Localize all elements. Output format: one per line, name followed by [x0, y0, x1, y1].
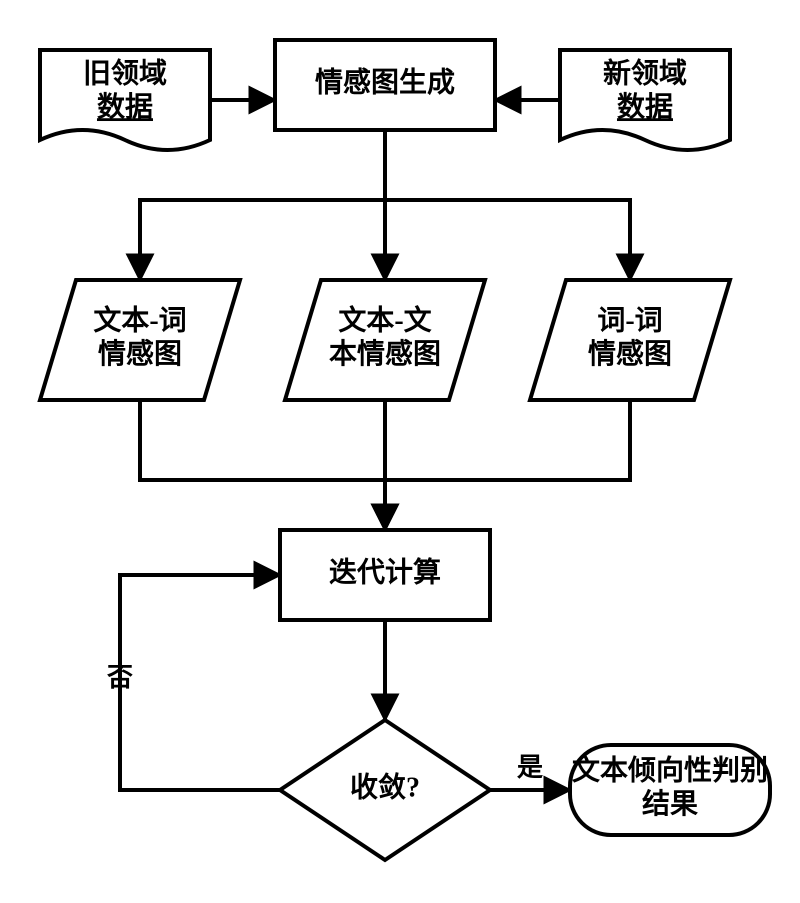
- node-label: 结果: [642, 788, 698, 820]
- node-iterate: 迭代计算: [280, 530, 490, 620]
- node-text-text: 文本-文本情感图: [285, 280, 485, 400]
- node-gen-graph: 情感图生成: [275, 40, 495, 130]
- node-label: 文本倾向性判别: [572, 754, 768, 787]
- node-converge: 收敛?: [280, 720, 490, 860]
- node-label: 数据: [97, 91, 153, 123]
- node-text-word: 文本-词情感图: [40, 280, 240, 400]
- node-label: 数据: [617, 91, 673, 123]
- nodes-layer: 旧领域数据新领域数据情感图生成文本-词情感图文本-文本情感图词-词情感图迭代计算…: [40, 40, 770, 860]
- edge-label: 是: [517, 753, 543, 782]
- node-word-word: 词-词情感图: [530, 280, 730, 400]
- flow-edge: [140, 130, 385, 280]
- node-label: 旧领域: [83, 57, 167, 90]
- node-label: 新领域: [603, 57, 687, 90]
- node-label: 文本-文: [338, 304, 431, 337]
- node-label: 本情感图: [329, 338, 441, 370]
- flow-edge: [385, 130, 630, 280]
- flowchart-canvas: 是否旧领域数据新领域数据情感图生成文本-词情感图文本-文本情感图词-词情感图迭代…: [0, 0, 800, 903]
- node-label: 迭代计算: [329, 555, 441, 588]
- edges-layer: 是否: [107, 100, 630, 790]
- node-label: 词-词: [597, 305, 662, 337]
- node-old-domain: 旧领域数据: [40, 50, 210, 150]
- edge-label: 否: [107, 663, 133, 692]
- node-label: 收敛?: [350, 770, 420, 803]
- node-label: 情感图生成: [315, 66, 455, 98]
- node-label: 情感图: [588, 338, 672, 370]
- node-label: 文本-词: [93, 304, 186, 337]
- flow-edge: [385, 400, 630, 530]
- node-new-domain: 新领域数据: [560, 50, 730, 150]
- node-label: 情感图: [98, 338, 182, 370]
- flow-edge: [140, 400, 385, 530]
- node-result: 文本倾向性判别结果: [570, 745, 770, 835]
- flow-edge: [120, 575, 280, 790]
